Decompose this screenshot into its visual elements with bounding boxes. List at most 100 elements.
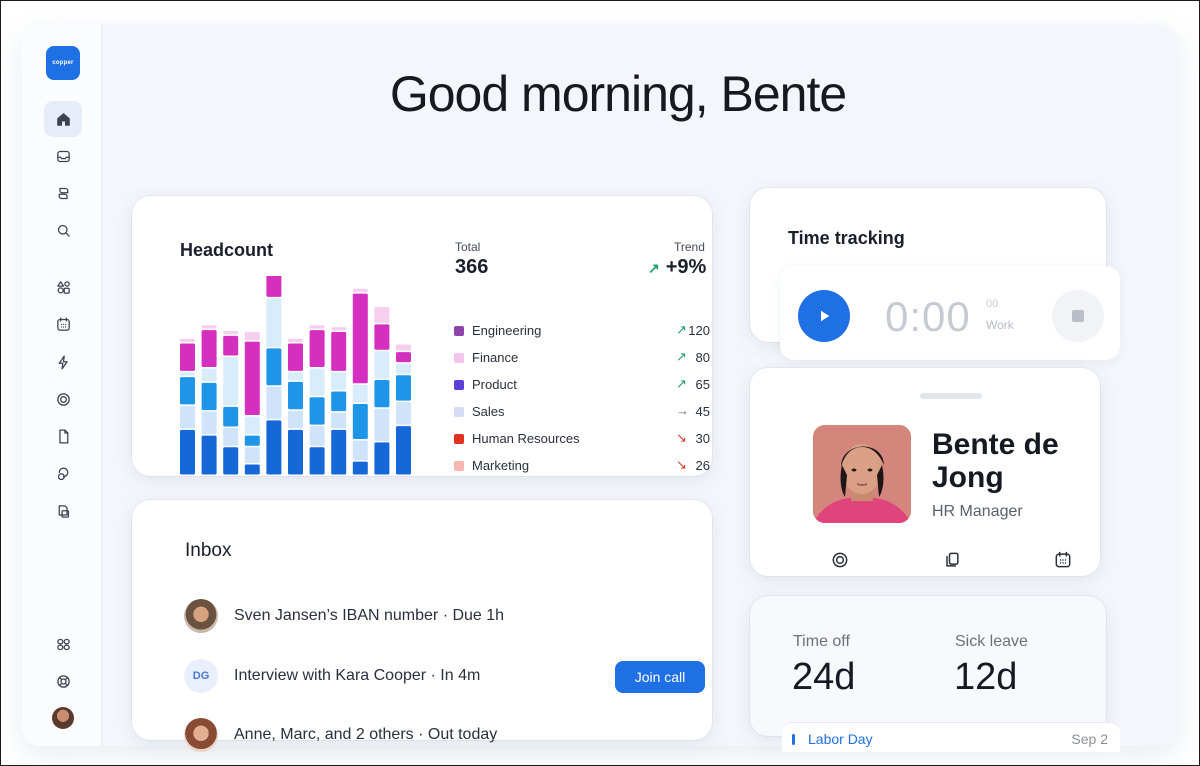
holiday-item[interactable]: Labor Day Sep 2 [782, 722, 1120, 752]
home-icon [56, 112, 70, 126]
time-tracking-title: Time tracking [788, 228, 905, 248]
sick-leave-label: Sick leave [955, 633, 1028, 650]
legend-swatch [454, 380, 464, 390]
profile-calendar-button[interactable] [1051, 548, 1075, 572]
bar-segment [223, 331, 239, 335]
avatar [184, 599, 218, 633]
bar-segment [266, 298, 282, 347]
legend-item: Finance ↗ 80 [454, 349, 710, 369]
bar-segment [352, 461, 368, 475]
bar-segment [180, 372, 195, 376]
profile-photo [813, 425, 911, 523]
profile-documents-button[interactable] [940, 548, 964, 572]
timer-status: Work [986, 318, 1014, 332]
start-timer-button[interactable] [798, 290, 850, 342]
user-avatar[interactable] [52, 707, 74, 729]
nav-calendar-button[interactable] [44, 306, 82, 342]
bar-segment [396, 375, 411, 401]
avatar [184, 718, 218, 752]
bar-segment [331, 372, 347, 391]
play-icon [821, 310, 830, 322]
search-icon [57, 224, 70, 237]
target-icon [56, 392, 70, 406]
nav-inbox-button[interactable] [44, 138, 82, 174]
copy-icon [946, 552, 959, 567]
greeting-title: Good morning, Bente [389, 66, 847, 122]
portrait-illustration [813, 425, 911, 523]
legend-label: Human Resources [472, 431, 580, 446]
bar-segment [180, 377, 195, 405]
bar-segment [288, 372, 303, 381]
target-icon [832, 552, 848, 568]
document-icon [58, 428, 68, 444]
legend-swatch [454, 326, 464, 336]
nav-apps-button[interactable] [44, 269, 82, 305]
bar-segment [266, 276, 282, 297]
bar-segment [223, 356, 239, 406]
legend-item: Product ↗ 65 [454, 376, 710, 396]
trend-down-icon: ↘ [676, 430, 687, 445]
bar-segment [266, 420, 282, 475]
bar-segment [201, 368, 217, 382]
legend-swatch [454, 407, 464, 417]
bar-segment [223, 447, 239, 475]
avatar: DG [184, 659, 218, 693]
nav-documents-button[interactable] [44, 418, 82, 454]
bar-segment [288, 429, 303, 475]
trend-down-icon: ↘ [676, 457, 687, 472]
bar-segment [266, 348, 282, 386]
bar-segment [352, 293, 368, 384]
bar-segment [244, 447, 260, 463]
bar-segment [180, 343, 195, 371]
bar-segment [374, 380, 390, 408]
bar-segment [374, 442, 390, 475]
bar-segment [288, 410, 303, 429]
bar-segment [396, 402, 411, 425]
bar-segment [374, 408, 390, 441]
inbox-title: Inbox [185, 540, 232, 561]
holiday-date: Sep 2 [1071, 731, 1108, 747]
bar-segment [396, 352, 411, 363]
nav-automation-button[interactable] [44, 344, 82, 380]
nav-files-button[interactable] [44, 493, 82, 529]
profile-goals-button[interactable] [828, 548, 852, 572]
headcount-bar-chart [180, 276, 411, 475]
time-off-card [750, 596, 1106, 736]
inbox-card [132, 500, 712, 740]
nav-help-button[interactable] [44, 663, 82, 699]
headcount-title: Headcount [180, 240, 274, 260]
bar-segment [244, 332, 260, 341]
stop-icon [1072, 310, 1084, 322]
nav-search-button[interactable] [44, 212, 82, 248]
legend-label: Finance [472, 350, 519, 365]
nav-payroll-button[interactable] [44, 456, 82, 492]
nav-home-button[interactable] [44, 101, 82, 137]
inbox-item[interactable]: DG Interview with Kara Cooper · In 4m [184, 659, 704, 695]
app-logo[interactable]: copper [46, 46, 80, 80]
stop-timer-button[interactable] [1052, 290, 1104, 342]
bar-segment [288, 381, 303, 410]
trend-up-icon: ↗ [676, 376, 687, 391]
bar-segment [201, 325, 217, 329]
people-icon [58, 187, 68, 199]
legend-label: Sales [472, 404, 505, 419]
bar-segment [309, 325, 325, 329]
inbox-item[interactable]: Anne, Marc, and 2 others · Out today [184, 718, 704, 754]
bar-segment [244, 464, 260, 475]
legend-swatch [454, 434, 464, 444]
bar-segment [331, 327, 347, 331]
bar-segment [396, 344, 411, 351]
nav-settings-button[interactable] [44, 626, 82, 662]
coins-icon [57, 466, 68, 480]
inbox-item[interactable]: Sven Jansen’s IBAN number · Due 1h [184, 599, 704, 635]
join-call-button[interactable]: Join call [615, 661, 705, 693]
bar-segment [244, 416, 260, 435]
inbox-item-text: Sven Jansen’s IBAN number · Due 1h [234, 607, 505, 624]
nav-people-button[interactable] [44, 175, 82, 211]
bar-segment [201, 382, 217, 411]
bar-segment [266, 386, 282, 419]
inbox-icon [56, 150, 70, 162]
bar-segment [352, 404, 368, 439]
nav-goals-button[interactable] [44, 381, 82, 417]
inbox-item-text: Interview with Kara Cooper · In 4m [234, 667, 481, 684]
